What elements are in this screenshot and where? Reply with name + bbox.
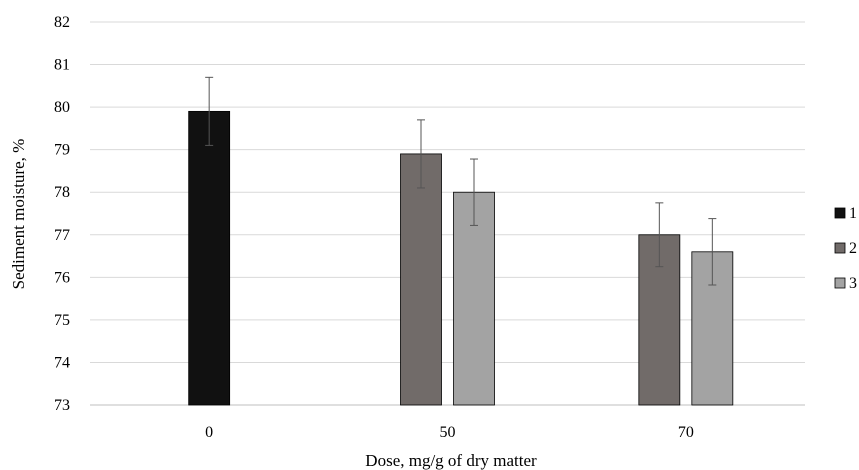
- legend-label: 2: [849, 240, 857, 257]
- y-tick-label: 73: [54, 397, 70, 414]
- legend-swatch: [834, 242, 846, 254]
- legend-item-2: 2: [834, 240, 857, 257]
- error-bar: [470, 158, 478, 226]
- y-tick-label: 75: [54, 312, 70, 329]
- x-tick-label: 50: [440, 424, 456, 441]
- y-tick-label: 80: [54, 99, 70, 116]
- legend-label: 1: [849, 205, 857, 222]
- bar-series-3-70: [691, 251, 734, 406]
- x-axis-ticks: 0 50 70: [205, 424, 694, 441]
- y-tick-label: 79: [54, 142, 70, 159]
- y-tick-label: 78: [54, 184, 70, 201]
- y-tick-label: 81: [54, 57, 70, 74]
- bars: [188, 110, 734, 406]
- error-bars: [205, 76, 717, 286]
- x-tick-label: 70: [678, 424, 694, 441]
- y-tick-label: 82: [54, 14, 70, 31]
- error-bar: [708, 218, 717, 286]
- legend-item-1: 1: [834, 205, 857, 222]
- legend-label: 3: [849, 275, 857, 292]
- y-tick-label: 74: [54, 354, 70, 371]
- error-bar: [655, 202, 664, 268]
- bar-series-2-50: [400, 153, 442, 406]
- y-axis-title: Sediment moisture, %: [9, 139, 28, 290]
- legend-swatch: [834, 277, 846, 289]
- y-tick-label: 76: [54, 269, 70, 286]
- bar-series-1-0: [188, 110, 231, 406]
- legend-swatch: [834, 207, 846, 219]
- y-tick-label: 77: [54, 227, 70, 244]
- y-axis-ticks: 73 74 75 76 77 78 79 80 81 82: [54, 14, 70, 414]
- legend-item-3: 3: [834, 275, 857, 292]
- error-bar: [417, 119, 425, 189]
- x-tick-label: 0: [205, 424, 213, 441]
- x-axis-title: Dose, mg/g of dry matter: [365, 451, 537, 470]
- error-bar: [205, 76, 214, 146]
- legend: 1 2 3: [834, 205, 857, 292]
